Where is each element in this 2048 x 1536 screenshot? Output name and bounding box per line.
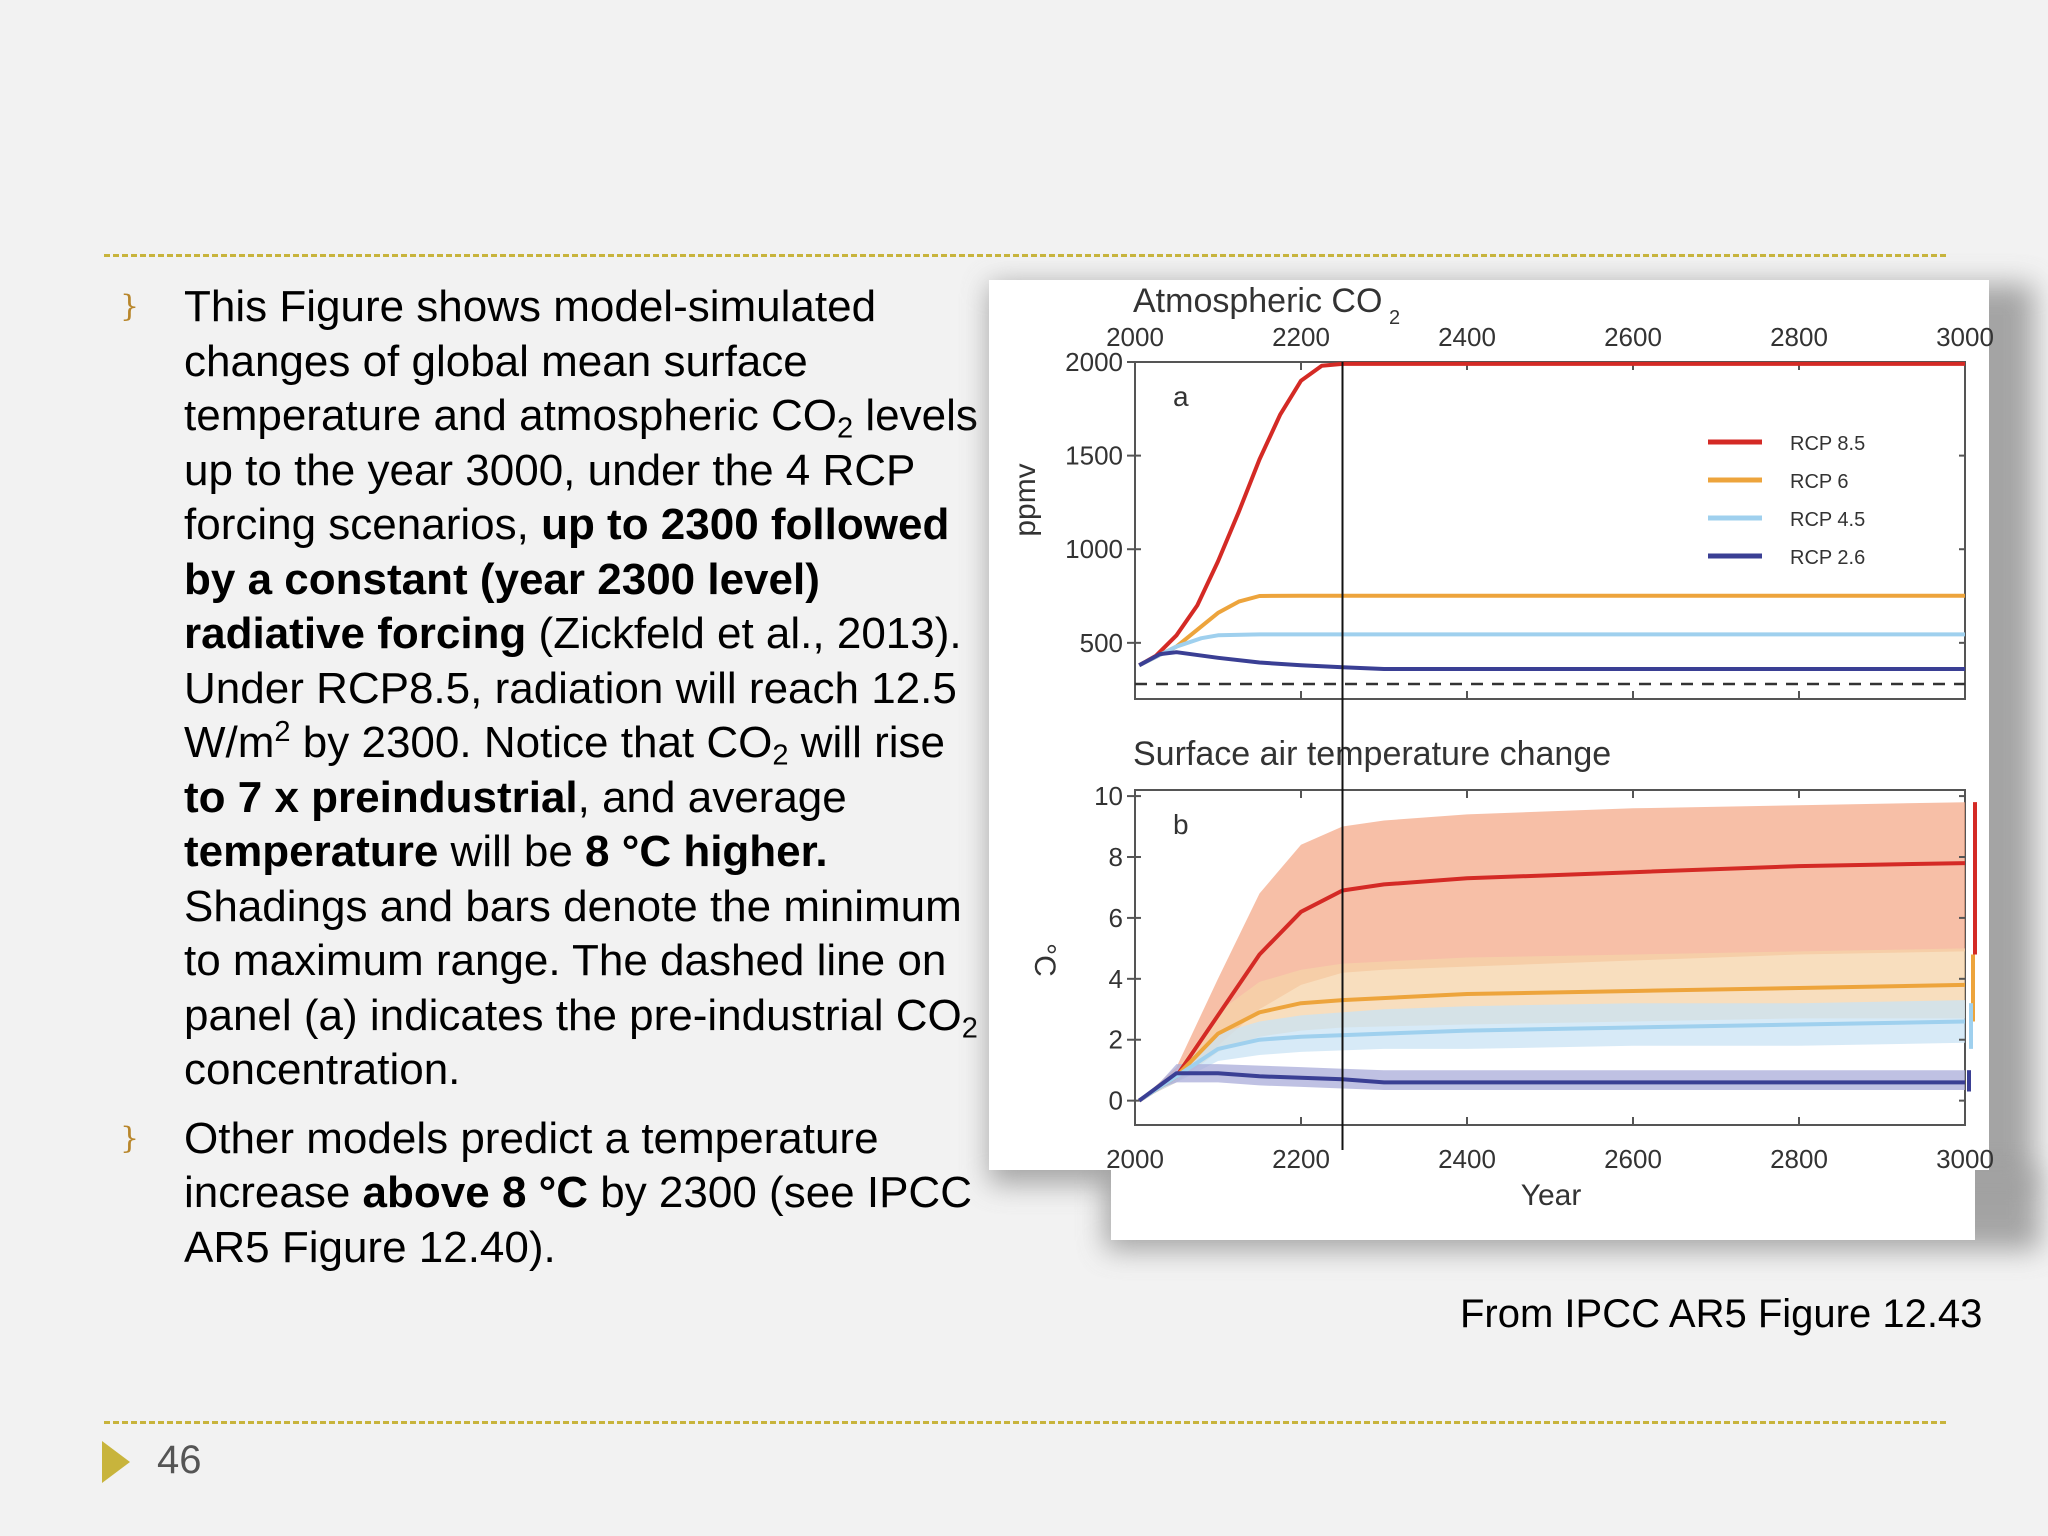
bold-run: to 7 x preindustrial — [184, 772, 578, 822]
panel-a-legend: RCP 8.5 RCP 6 RCP 4.5 RCP 2.6 — [1708, 433, 1865, 569]
text-run: by 2300 (see IPCC AR5 Figure 12.40). — [184, 1168, 972, 1272]
bullet-text-1: This Figure shows model-simulated change… — [184, 280, 980, 1098]
legend-label: RCP 4.5 — [1790, 509, 1865, 531]
panel-b-range-band — [1139, 802, 1965, 1101]
panel-b-series-line — [1138, 1071, 1965, 1103]
panel-b-y-tick-label: 6 — [1109, 903, 1123, 933]
panel-a-y-tick-label: 500 — [1080, 628, 1123, 658]
panel-a-x-tick-label: 2800 — [1770, 322, 1828, 352]
panel-a-series-line — [1138, 593, 1965, 668]
panel-b-x-tick-label: 2400 — [1438, 1144, 1496, 1174]
bold-run: up to 2300 followed by a constant (year … — [184, 500, 950, 658]
panel-b-y-tick-label: 8 — [1109, 842, 1123, 872]
ipcc-figure-svg: Atmospheric CO 2 a ppmv 2000 2200 2400 2600… — [1009, 282, 1994, 1212]
legend-label: RCP 2.6 — [1790, 547, 1865, 569]
panel-b-ylabel: °C — [1028, 943, 1061, 977]
panel-a-series-line — [1138, 632, 1965, 668]
panel-b-x-tick-label: 2600 — [1604, 1144, 1662, 1174]
panel-a-x-tick-label: 3000 — [1936, 322, 1994, 352]
panel-b-y-tick-label: 4 — [1109, 964, 1123, 994]
subscript: 2 — [772, 739, 789, 772]
panel-a-x-tick-label: 2400 — [1438, 322, 1496, 352]
panel-b-x-tick-label: 2200 — [1272, 1144, 1330, 1174]
superscript: 2 — [274, 716, 291, 749]
legend-label: RCP 6 — [1790, 471, 1849, 493]
panel-b-label: b — [1173, 809, 1189, 840]
text-run: by 2300. Notice that CO — [290, 718, 773, 767]
panel-b-range-band — [1139, 948, 1965, 1101]
bullet-marker-icon: } — [120, 289, 140, 324]
text-run: levels up to the year 3000, under the 4 … — [184, 391, 978, 549]
subscript: 2 — [836, 412, 854, 445]
panel-b-y-tick-label: 10 — [1094, 781, 1123, 811]
bold-run: temperature — [184, 827, 439, 876]
panel-a-ylabel: ppmv — [1009, 463, 1042, 536]
bottom-dashed-rule — [104, 1421, 1946, 1424]
panel-b-x-tick-label: 2000 — [1106, 1144, 1164, 1174]
bullet-list: } This Figure shows model-simulated chan… — [120, 280, 980, 1289]
panel-b-y-tick-label: 0 — [1109, 1086, 1123, 1116]
text-run: will rise — [788, 718, 945, 767]
panel-a-y-tick-label: 2000 — [1065, 347, 1123, 377]
panel-b-y-tick-label: 2 — [1109, 1025, 1123, 1055]
legend-label: RCP 8.5 — [1790, 433, 1865, 455]
bullet-item-1: } This Figure shows model-simulated chan… — [120, 280, 980, 1098]
bold-run: above 8 °C — [362, 1168, 589, 1217]
text-run: concentration. — [184, 1045, 461, 1094]
text-run: , and average — [577, 772, 847, 822]
panel-a-y-tick-label: 1500 — [1065, 441, 1123, 471]
panel-a-x-tick-label: 2200 — [1272, 322, 1330, 352]
figure-caption: From IPCC AR5 Figure 12.43 — [1460, 1292, 1983, 1336]
page-number: 46 — [157, 1438, 202, 1482]
panel-a-y-tick-label: 1000 — [1065, 534, 1123, 564]
panel-a-series-line — [1138, 650, 1965, 671]
panel-a-title: Atmospheric CO — [1133, 282, 1382, 320]
panel-b-xlabel: Year — [1521, 1179, 1582, 1212]
panel-a-title-sub: 2 — [1389, 307, 1400, 329]
text-run: This Figure shows model-simulated change… — [184, 282, 877, 440]
text-run: will be — [438, 827, 586, 876]
panel-a-x-tick-label: 2600 — [1604, 322, 1662, 352]
top-dashed-rule — [104, 254, 1946, 257]
panel-a-series-line — [1138, 361, 1965, 668]
footer-triangle-icon — [102, 1441, 130, 1483]
figure-image: Atmospheric CO 2 a ppmv 2000 2200 2400 2600… — [975, 270, 2048, 1280]
panel-b-series-line — [1138, 982, 1966, 1103]
text-run: (Zickfeld et al., 2013). Under RCP8.5, r… — [184, 609, 962, 767]
subscript: 2 — [961, 1011, 978, 1044]
panel-a-label: a — [1173, 381, 1189, 412]
panel-b-title: Surface air temperature change — [1133, 735, 1611, 773]
panel-a-x-tick-label: 2000 — [1106, 322, 1164, 352]
bullet-item-2: } Other models predict a temperature inc… — [120, 1112, 980, 1276]
bullet-text-2: Other models predict a temperature incre… — [184, 1112, 980, 1276]
figure-panel — [1111, 1160, 1975, 1240]
panel-b-x-tick-label: 2800 — [1770, 1144, 1828, 1174]
bold-run: 8 °C higher. — [585, 827, 828, 876]
bullet-marker-icon: } — [120, 1120, 140, 1156]
text-run: Shadings and bars denote the minimum to … — [184, 881, 962, 1040]
text-run: Other models predict a temperature incre… — [184, 1113, 879, 1218]
panel-b-x-tick-label: 3000 — [1936, 1144, 1994, 1174]
